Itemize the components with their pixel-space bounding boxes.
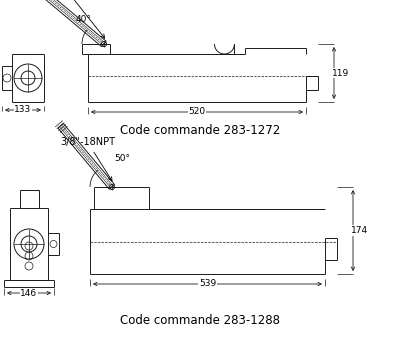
Text: 146: 146: [20, 289, 38, 298]
Text: 520: 520: [188, 107, 206, 117]
Text: Code commande 283-1288: Code commande 283-1288: [120, 314, 280, 327]
Text: 50°: 50°: [114, 154, 130, 163]
Text: 133: 133: [14, 105, 32, 115]
Text: 539: 539: [199, 279, 216, 289]
Text: 174: 174: [352, 226, 368, 235]
Text: Code commande 283-1272: Code commande 283-1272: [120, 124, 280, 137]
Text: 119: 119: [332, 68, 350, 78]
Text: 3/8"-18NPT: 3/8"-18NPT: [38, 0, 105, 38]
Text: 3/8"-18NPT: 3/8"-18NPT: [60, 137, 115, 181]
Text: 40°: 40°: [76, 15, 92, 24]
